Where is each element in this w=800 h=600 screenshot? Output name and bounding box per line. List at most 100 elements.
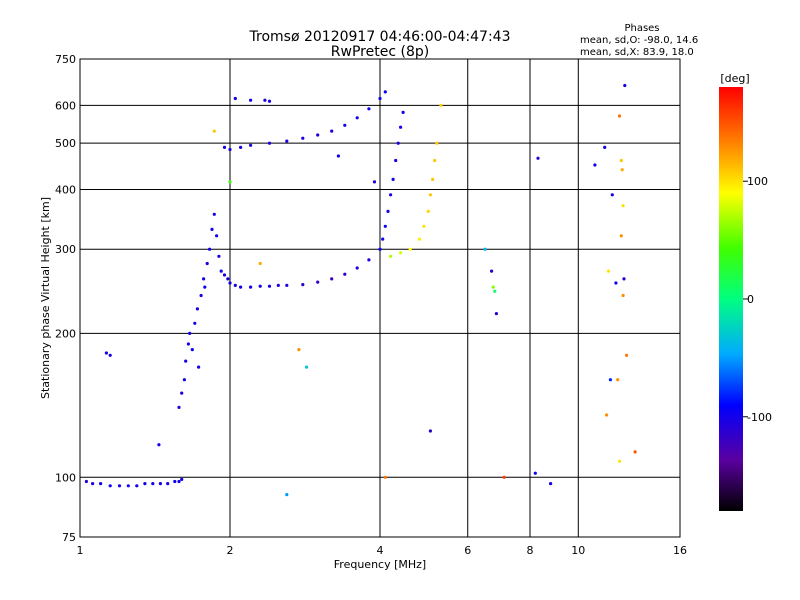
data-point	[297, 348, 301, 352]
data-point	[258, 261, 262, 266]
y-axis: 75 100 200 300 400 500 600 750	[55, 53, 76, 544]
x-axis-label: Frequency [MHz]	[334, 558, 426, 571]
x-tick-label: 10	[571, 544, 585, 557]
data-point	[91, 482, 95, 486]
grid	[80, 59, 680, 537]
data-point	[422, 224, 426, 228]
data-point	[233, 96, 237, 101]
data-point	[186, 342, 190, 346]
data-point	[622, 277, 626, 281]
data-point	[166, 482, 170, 486]
data-point	[126, 484, 130, 488]
data-point	[157, 443, 161, 447]
y-tick-label: 500	[55, 137, 76, 150]
data-point	[533, 471, 537, 475]
data-point	[330, 277, 334, 281]
data-point	[233, 283, 237, 287]
data-point	[212, 212, 216, 216]
data-point	[620, 168, 624, 172]
x-tick-label: 4	[377, 544, 384, 557]
chart-title: Tromsø 20120917 04:46:00-04:47:43	[249, 29, 511, 45]
data-point	[143, 482, 147, 486]
data-point	[195, 307, 199, 311]
data-point	[378, 247, 382, 251]
data-point	[625, 353, 629, 357]
data-point	[549, 482, 553, 486]
data-point	[383, 90, 387, 94]
data-point	[108, 484, 112, 488]
data-point	[239, 285, 243, 289]
data-point	[426, 209, 430, 213]
data-point	[386, 209, 390, 213]
data-point	[228, 281, 232, 285]
data-point	[84, 479, 88, 484]
phases-annotation-x: mean, sd,X: 83.9, 18.0	[580, 47, 694, 58]
data-point	[263, 98, 267, 102]
data-point	[367, 107, 371, 111]
data-point	[205, 261, 209, 266]
data-point	[228, 147, 232, 152]
data-point	[228, 180, 232, 184]
data-point	[190, 348, 194, 352]
data-point	[104, 351, 108, 355]
data-point	[605, 413, 609, 417]
data-point	[336, 154, 340, 158]
data-point	[399, 251, 403, 255]
data-point	[428, 429, 432, 433]
data-point	[219, 269, 223, 273]
data-point	[135, 484, 139, 488]
data-point	[623, 83, 627, 88]
colorbar-tick-label: -100	[747, 411, 772, 424]
data-point	[621, 204, 625, 208]
data-point	[343, 272, 347, 276]
data-point	[267, 99, 272, 103]
data-point	[621, 293, 625, 298]
data-point	[491, 285, 495, 289]
data-point	[439, 103, 443, 107]
data-point	[435, 141, 439, 145]
data-point	[502, 475, 506, 479]
data-point	[108, 353, 112, 357]
x-tick-label: 8	[527, 544, 534, 557]
data-point	[417, 237, 422, 241]
y-tick-label: 750	[55, 53, 76, 66]
y-axis-label: Stationary phase Virtual Height [km]	[39, 197, 52, 399]
y-tick-label: 300	[55, 243, 76, 256]
data-point	[226, 277, 230, 281]
data-point	[217, 254, 221, 258]
data-point	[267, 284, 272, 288]
chart-subtitle: RwPretec (8p)	[331, 44, 429, 60]
data-point	[603, 145, 607, 149]
data-point	[428, 193, 432, 197]
data-point	[305, 365, 309, 369]
data-point	[536, 156, 540, 160]
data-point	[389, 254, 393, 258]
data-point	[383, 475, 387, 479]
data-point	[285, 139, 289, 143]
data-point	[202, 277, 206, 281]
phases-annotation-title: Phases	[624, 23, 659, 34]
y-tick-label: 200	[55, 327, 76, 340]
data-point	[158, 482, 162, 486]
data-point	[203, 285, 207, 289]
x-tick-label: 2	[227, 544, 234, 557]
colorbar-tick-label: 100	[747, 175, 768, 188]
data-point	[610, 193, 614, 197]
data-point	[301, 283, 305, 287]
data-point	[617, 114, 622, 118]
data-point	[239, 145, 243, 149]
data-point	[188, 331, 192, 335]
data-point	[180, 477, 184, 481]
data-point	[276, 283, 280, 287]
data-point	[215, 234, 219, 238]
data-point	[614, 281, 618, 285]
data-point	[433, 158, 437, 163]
data-point	[494, 312, 498, 316]
data-point	[249, 143, 253, 147]
data-point	[208, 247, 212, 251]
data-point	[355, 116, 359, 120]
data-point	[608, 378, 613, 382]
data-point	[367, 258, 371, 262]
y-tick-label: 100	[55, 471, 76, 484]
data-point	[378, 96, 382, 101]
